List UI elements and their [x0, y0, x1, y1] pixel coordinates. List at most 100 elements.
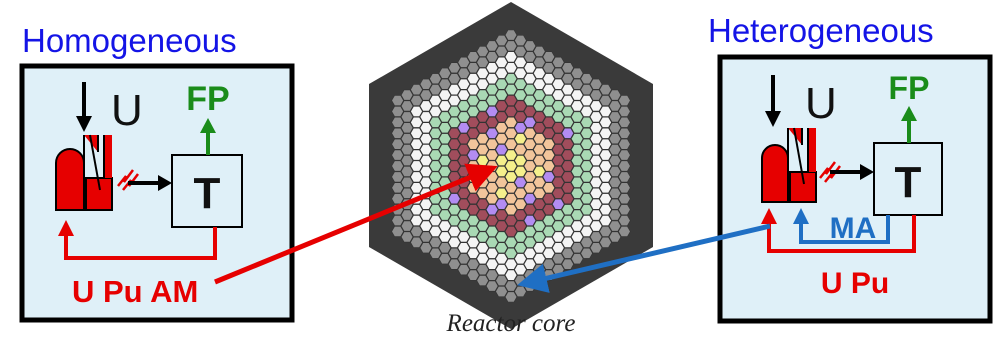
core-assembly: [523, 247, 537, 259]
core-assembly: [551, 242, 565, 254]
core-assembly: [448, 138, 461, 150]
core-assembly: [448, 215, 461, 226]
core-assembly: [533, 133, 546, 145]
core-assembly: [523, 73, 537, 85]
core-assembly: [589, 155, 603, 166]
core-assembly: [495, 166, 508, 177]
core-assembly: [391, 127, 404, 139]
core-assembly: [599, 236, 612, 248]
core-assembly: [589, 242, 603, 254]
core-assembly: [495, 67, 508, 79]
core-assembly: [589, 100, 603, 112]
core-assembly: [504, 29, 518, 41]
core-assembly: [551, 133, 565, 145]
core-assembly: [400, 176, 414, 188]
core-assembly: [466, 116, 480, 128]
core-assembly: [476, 45, 489, 57]
core-assembly: [476, 187, 489, 199]
core-assembly: [438, 122, 452, 134]
uranium-label-right: U: [805, 79, 837, 128]
core-assembly: [589, 187, 603, 199]
core-assembly: [457, 133, 471, 145]
core-assembly: [608, 100, 622, 112]
core-assembly: [457, 231, 471, 243]
uranium-input-arrow: [76, 82, 92, 132]
core-assembly: [419, 198, 433, 210]
core-assembly: [570, 166, 584, 177]
core-assembly: [504, 291, 518, 303]
core-assembly: [570, 67, 584, 79]
core-assembly: [485, 84, 499, 96]
heterogeneous-panel: Heterogeneous U T FP: [708, 12, 993, 324]
core-assembly: [485, 269, 499, 281]
core-assembly: [438, 111, 452, 123]
core-assembly: [551, 100, 565, 112]
core-assembly: [448, 62, 461, 74]
core-assembly: [457, 198, 471, 210]
core-assembly: [533, 78, 546, 90]
core-assembly: [410, 116, 423, 128]
core-assembly: [599, 84, 612, 96]
core-assembly: [419, 144, 433, 156]
core-assembly: [580, 215, 593, 226]
core-assembly: [495, 231, 508, 243]
core-assembly: [608, 144, 622, 156]
core-assembly: [533, 89, 546, 101]
core-assembly: [448, 116, 461, 128]
core-assembly: [495, 144, 508, 156]
core-assembly: [485, 95, 499, 106]
core-assembly: [419, 209, 433, 221]
core-assembly: [561, 171, 574, 183]
core-assembly: [400, 155, 414, 166]
core-assembly: [457, 100, 471, 112]
reactor-to-treatment-arrow-right: [830, 164, 874, 180]
core-assembly: [589, 220, 603, 232]
core-assembly: [438, 100, 452, 112]
core-assembly: [533, 100, 546, 112]
core-assembly: [448, 73, 461, 85]
core-assembly: [523, 138, 537, 150]
core-assembly: [523, 226, 537, 237]
core-assembly: [419, 220, 433, 232]
core-assembly: [476, 198, 489, 210]
core-assembly: [570, 100, 584, 112]
core-assembly: [476, 144, 489, 156]
core-assembly: [504, 149, 518, 161]
core-assembly: [533, 242, 546, 254]
reactor-to-treatment-arrow: [128, 175, 172, 191]
core-assembly: [533, 187, 546, 199]
core-assembly: [599, 193, 612, 205]
core-assembly: [608, 122, 622, 134]
core-assembly: [570, 209, 584, 221]
core-assembly: [485, 73, 499, 85]
core-assembly: [533, 209, 546, 221]
core-assembly: [495, 286, 508, 297]
core-assembly: [561, 84, 574, 96]
core-assembly: [542, 84, 556, 96]
core-assembly: [400, 209, 414, 221]
homogeneous-title: Homogeneous: [22, 22, 237, 59]
core-assembly: [551, 187, 565, 199]
core-assembly: [618, 116, 631, 128]
core-assembly: [514, 45, 527, 57]
core-assembly: [618, 226, 631, 237]
core-assembly: [504, 193, 518, 205]
core-assembly: [466, 226, 480, 237]
core-assembly: [485, 204, 499, 216]
core-assembly: [533, 198, 546, 210]
core-assembly: [495, 242, 508, 254]
core-assembly: [466, 84, 480, 96]
core-assembly: [599, 226, 612, 237]
core-assembly: [618, 106, 631, 117]
core-assembly: [457, 144, 471, 156]
core-assembly: [561, 193, 574, 205]
homogeneous-panel: Homogeneous U T F: [19, 22, 295, 323]
core-assembly: [580, 73, 593, 85]
core-assembly: [504, 106, 518, 117]
core-assembly: [504, 84, 518, 96]
core-assembly: [476, 253, 489, 265]
core-assembly: [551, 209, 565, 221]
core-assembly: [599, 127, 612, 139]
core-assembly: [448, 236, 461, 248]
core-assembly: [580, 116, 593, 128]
